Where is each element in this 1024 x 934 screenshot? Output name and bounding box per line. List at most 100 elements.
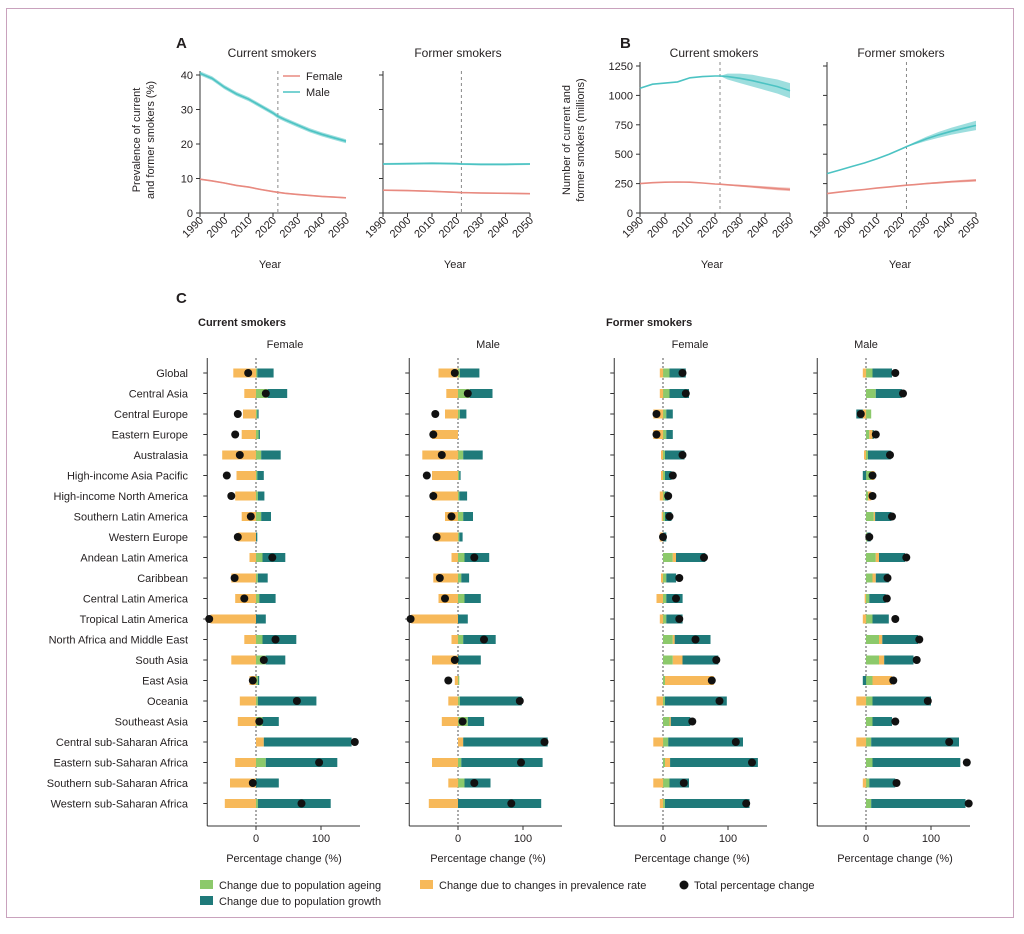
- c-panel-4-xtick-label: 0: [863, 833, 869, 845]
- c-panel-3-total-dot: [668, 471, 677, 480]
- panel-B-1-female-line: [639, 181, 791, 191]
- c-panel-2-bar-growth: [459, 532, 463, 542]
- c-xlabel-4: Percentage change (%): [837, 853, 953, 865]
- c-panel-1-bar-prevalence: [236, 471, 256, 480]
- panel-B-1-ytick-label: 1250: [609, 61, 633, 73]
- b-ylabel-line2: former smokers (millions): [575, 78, 587, 201]
- c-panel-4-bar-growth: [875, 512, 892, 521]
- c-panel-1-bar-prevalence: [235, 758, 256, 767]
- c-panel-1-total-dot: [350, 738, 359, 746]
- c-panel-3-bar-prevalence: [669, 717, 671, 726]
- c-panel-1-bar-growth: [257, 696, 317, 706]
- category-label-2: Central Asia: [129, 389, 189, 401]
- c-panel-4-total-dot: [964, 799, 973, 808]
- b-right-title: Former smokers: [857, 46, 944, 60]
- c-panel-1-total-dot: [235, 451, 244, 459]
- c-panel-1-bar-prevalence: [235, 491, 256, 501]
- c-panel-4-bar-prevalence: [872, 573, 876, 583]
- c-panel-2-bar-growth: [459, 696, 522, 706]
- c-panel-1-bar-ageing: [256, 758, 266, 767]
- c-panel-1-total-dot: [222, 471, 231, 480]
- c-panel-3-bar-ageing: [663, 655, 673, 665]
- c-panel-1-bar-ageing: [256, 491, 258, 501]
- c-panel-3-total-dot: [688, 717, 697, 726]
- panel-B-1-ytick-label: 500: [615, 149, 633, 161]
- c-xlabel-1: Percentage change (%): [226, 853, 342, 865]
- c-panel-1-bar-growth: [256, 614, 266, 624]
- c-panel-4-bar-growth: [872, 758, 961, 767]
- category-label-7: High-income North America: [54, 491, 189, 503]
- c-panel-2-bar-growth: [463, 512, 473, 521]
- panel-A-1-ytick-label: 40: [181, 70, 193, 82]
- c-panel-2-bar-prevalence: [451, 635, 458, 644]
- c-panel-2-bar-ageing: [458, 553, 465, 562]
- c-panel-2-bar-ageing: [458, 471, 460, 480]
- c-panel-1-total-dot: [205, 615, 214, 623]
- panel-B-1-xtick-label: 2050: [770, 215, 796, 241]
- category-label-17: Oceania: [147, 696, 189, 708]
- legend-growth-swatch: [200, 896, 213, 905]
- c-panel-3-total-dot: [700, 553, 708, 562]
- panel-A-2-xtick-label: 2020: [437, 215, 463, 241]
- panel-B-1-ytick-label: 750: [615, 120, 633, 132]
- panel-A-1-male-uncertainty-band: [200, 71, 346, 144]
- c-panel-1-bar-ageing: [256, 594, 260, 603]
- c-panel-3-total-dot: [748, 758, 756, 767]
- c-panel-2-total-dot: [463, 389, 472, 398]
- c-panel-2-bar-ageing: [458, 594, 465, 603]
- panel-A-1-female-uncertainty-band: [200, 178, 346, 199]
- c-panel-3-total-dot: [665, 512, 674, 521]
- c-panel-3-total-dot: [652, 430, 661, 439]
- category-label-15: South Asia: [135, 655, 188, 667]
- c-panel-4-bar-growth: [869, 778, 896, 788]
- panel-A-2-xtick-label: 2030: [461, 215, 487, 241]
- c-panel-1-xtick-label: 0: [253, 833, 259, 845]
- c-panel-4-bar-ageing: [866, 778, 870, 788]
- panel-B-1-xtick-label: 1990: [620, 215, 646, 241]
- c-panel-1-total-dot: [259, 656, 268, 664]
- c-panel-2-bar-ageing: [458, 491, 460, 501]
- c-panel-3-bar-prevalence: [665, 676, 714, 685]
- category-label-10: Andean Latin America: [80, 553, 189, 565]
- c-panel-3-bar-ageing: [663, 450, 665, 460]
- c-panel-2-total-dot: [450, 369, 459, 377]
- panel-A-1-xtick-label: 1990: [180, 215, 206, 241]
- c-panel-3-bar-ageing: [663, 409, 667, 419]
- c-panel-3-total-dot: [659, 533, 667, 541]
- panel-B-2-xtick-label: 2030: [907, 215, 933, 241]
- panel-A-1-xtick-label: 2010: [229, 215, 255, 241]
- panel-B-1-ytick-label: 1000: [609, 90, 633, 102]
- c-panel-4-bar-prevalence: [879, 655, 885, 665]
- c-panel-2-total-dot: [470, 779, 479, 787]
- c-panel-4-bar-ageing: [866, 430, 870, 439]
- c-panel-1-bar-ageing: [256, 430, 259, 439]
- c-panel-3-bar-ageing: [663, 491, 665, 501]
- c-panel-1-bar-growth: [257, 471, 264, 480]
- c-panel-4-bar-growth: [862, 471, 867, 480]
- panel-A-1-xtick-label: 2050: [326, 215, 352, 241]
- c-panel-1-bar-ageing: [256, 512, 262, 521]
- category-label-6: High-income Asia Pacific: [67, 471, 189, 483]
- c-title-current-female: Female: [267, 339, 304, 351]
- panel-B-1-ytick-label: 250: [615, 179, 633, 191]
- c-panel-4-total-dot: [871, 430, 880, 439]
- c-panel-2-bar-prevalence: [432, 491, 458, 501]
- c-xlabel-3: Percentage change (%): [634, 853, 750, 865]
- c-panel-2-bar-growth: [463, 635, 496, 644]
- panel-A-1-xtick-label: 2000: [205, 215, 231, 241]
- c-panel-4-total-dot: [962, 758, 971, 767]
- c-panel-2-bar-ageing: [458, 532, 460, 542]
- panel-B-1-xtick-label: 2000: [645, 215, 671, 241]
- c-panel-2-total-dot: [540, 738, 549, 746]
- panel-A-1-ytick-label: 30: [181, 105, 193, 117]
- category-label-9: Western Europe: [109, 532, 188, 544]
- c-panel-4-bar-ageing: [866, 368, 873, 378]
- c-panel-4-bar-prevalence: [856, 696, 867, 706]
- category-label-14: North Africa and Middle East: [49, 635, 188, 647]
- panel-letter-a: A: [176, 35, 187, 52]
- c-panel-3-bar-prevalence: [659, 614, 664, 624]
- a-left-xlabel: Year: [259, 259, 282, 271]
- c-panel-2-bar-ageing: [458, 573, 462, 583]
- panel-letter-b: B: [620, 35, 631, 52]
- c-panel-1-bar-prevalence: [241, 430, 256, 439]
